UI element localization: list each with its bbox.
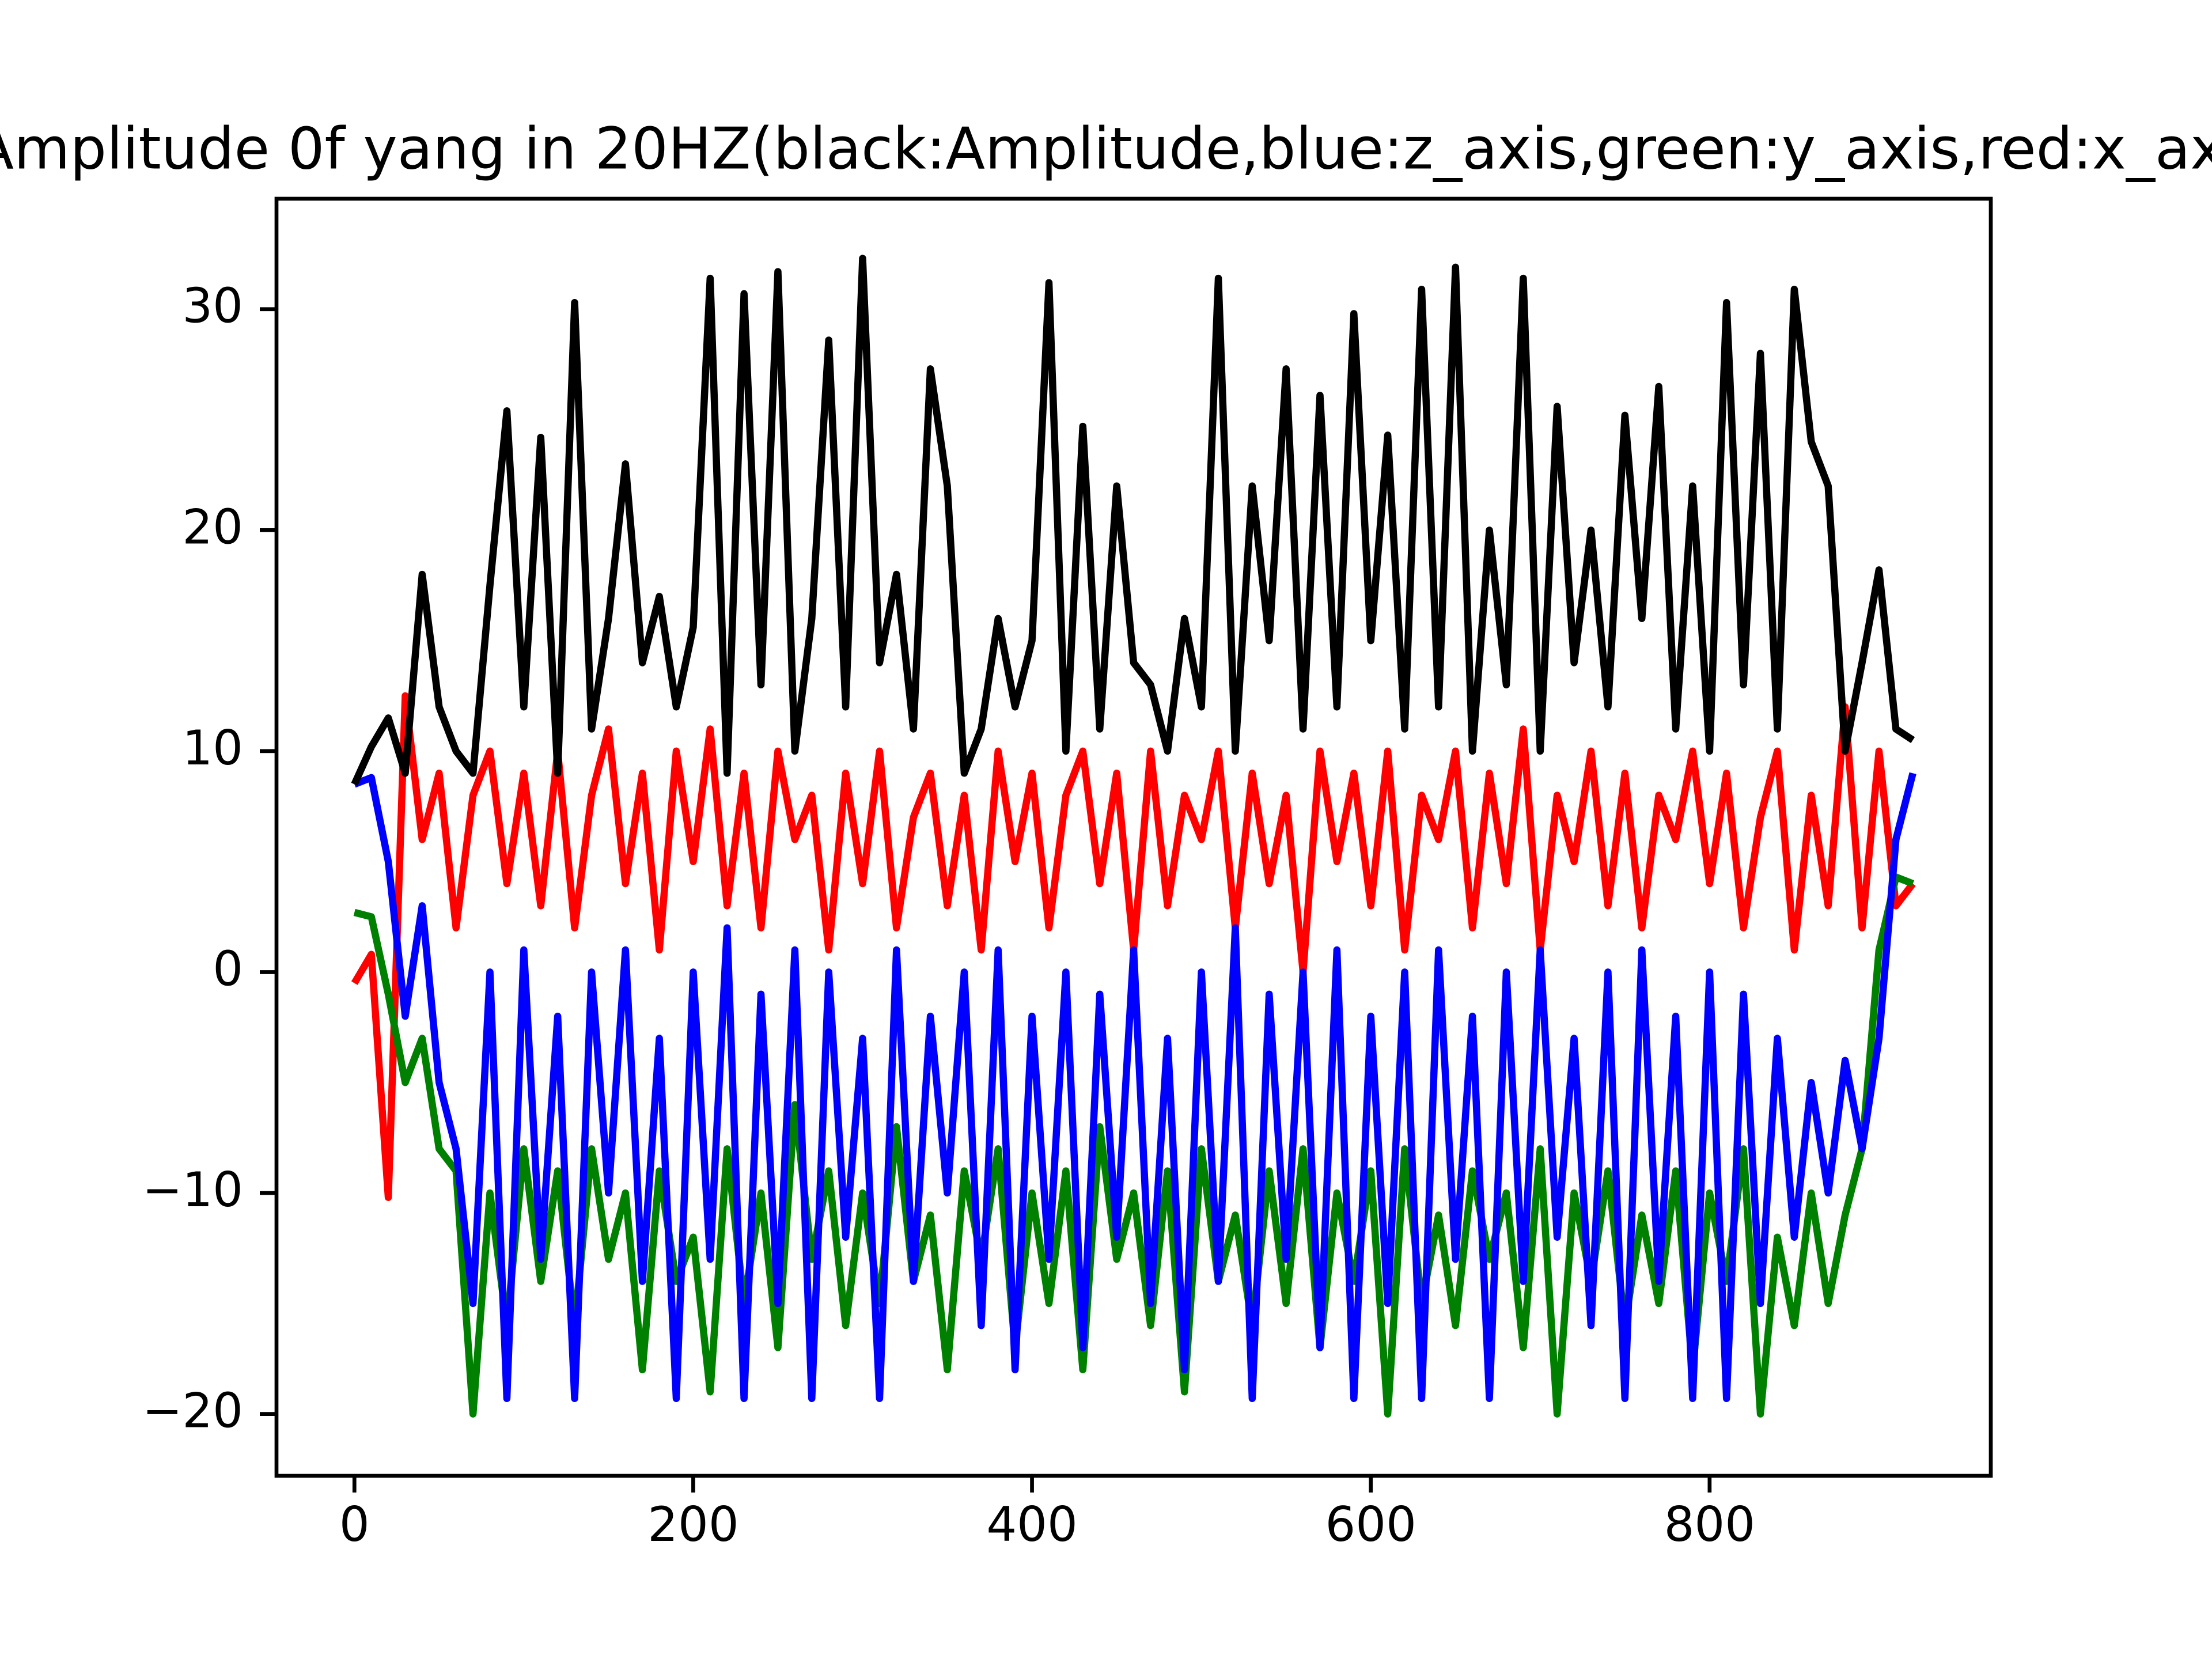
x-tick-label: 600 — [1325, 1497, 1416, 1552]
chart-title: Amplitude 0f yang in 20HZ(black:Amplitud… — [0, 115, 2212, 182]
y-tick-label: 0 — [213, 941, 243, 997]
data-line — [351, 255, 1915, 786]
plot-frame — [274, 196, 1993, 1478]
y-tick-label: 20 — [182, 499, 243, 555]
x-tick-label: 200 — [647, 1497, 738, 1552]
y-tick-label: 10 — [182, 720, 243, 776]
data-line — [353, 772, 1916, 1403]
x-tick-label: 400 — [986, 1497, 1077, 1552]
x-tick-label: 800 — [1664, 1497, 1755, 1552]
y-tick-label: −20 — [142, 1383, 243, 1439]
data-line — [353, 873, 1915, 1418]
x-tick-label: 0 — [339, 1497, 370, 1552]
y-tick-label: 30 — [182, 278, 243, 334]
y-tick-label: −10 — [142, 1162, 243, 1218]
